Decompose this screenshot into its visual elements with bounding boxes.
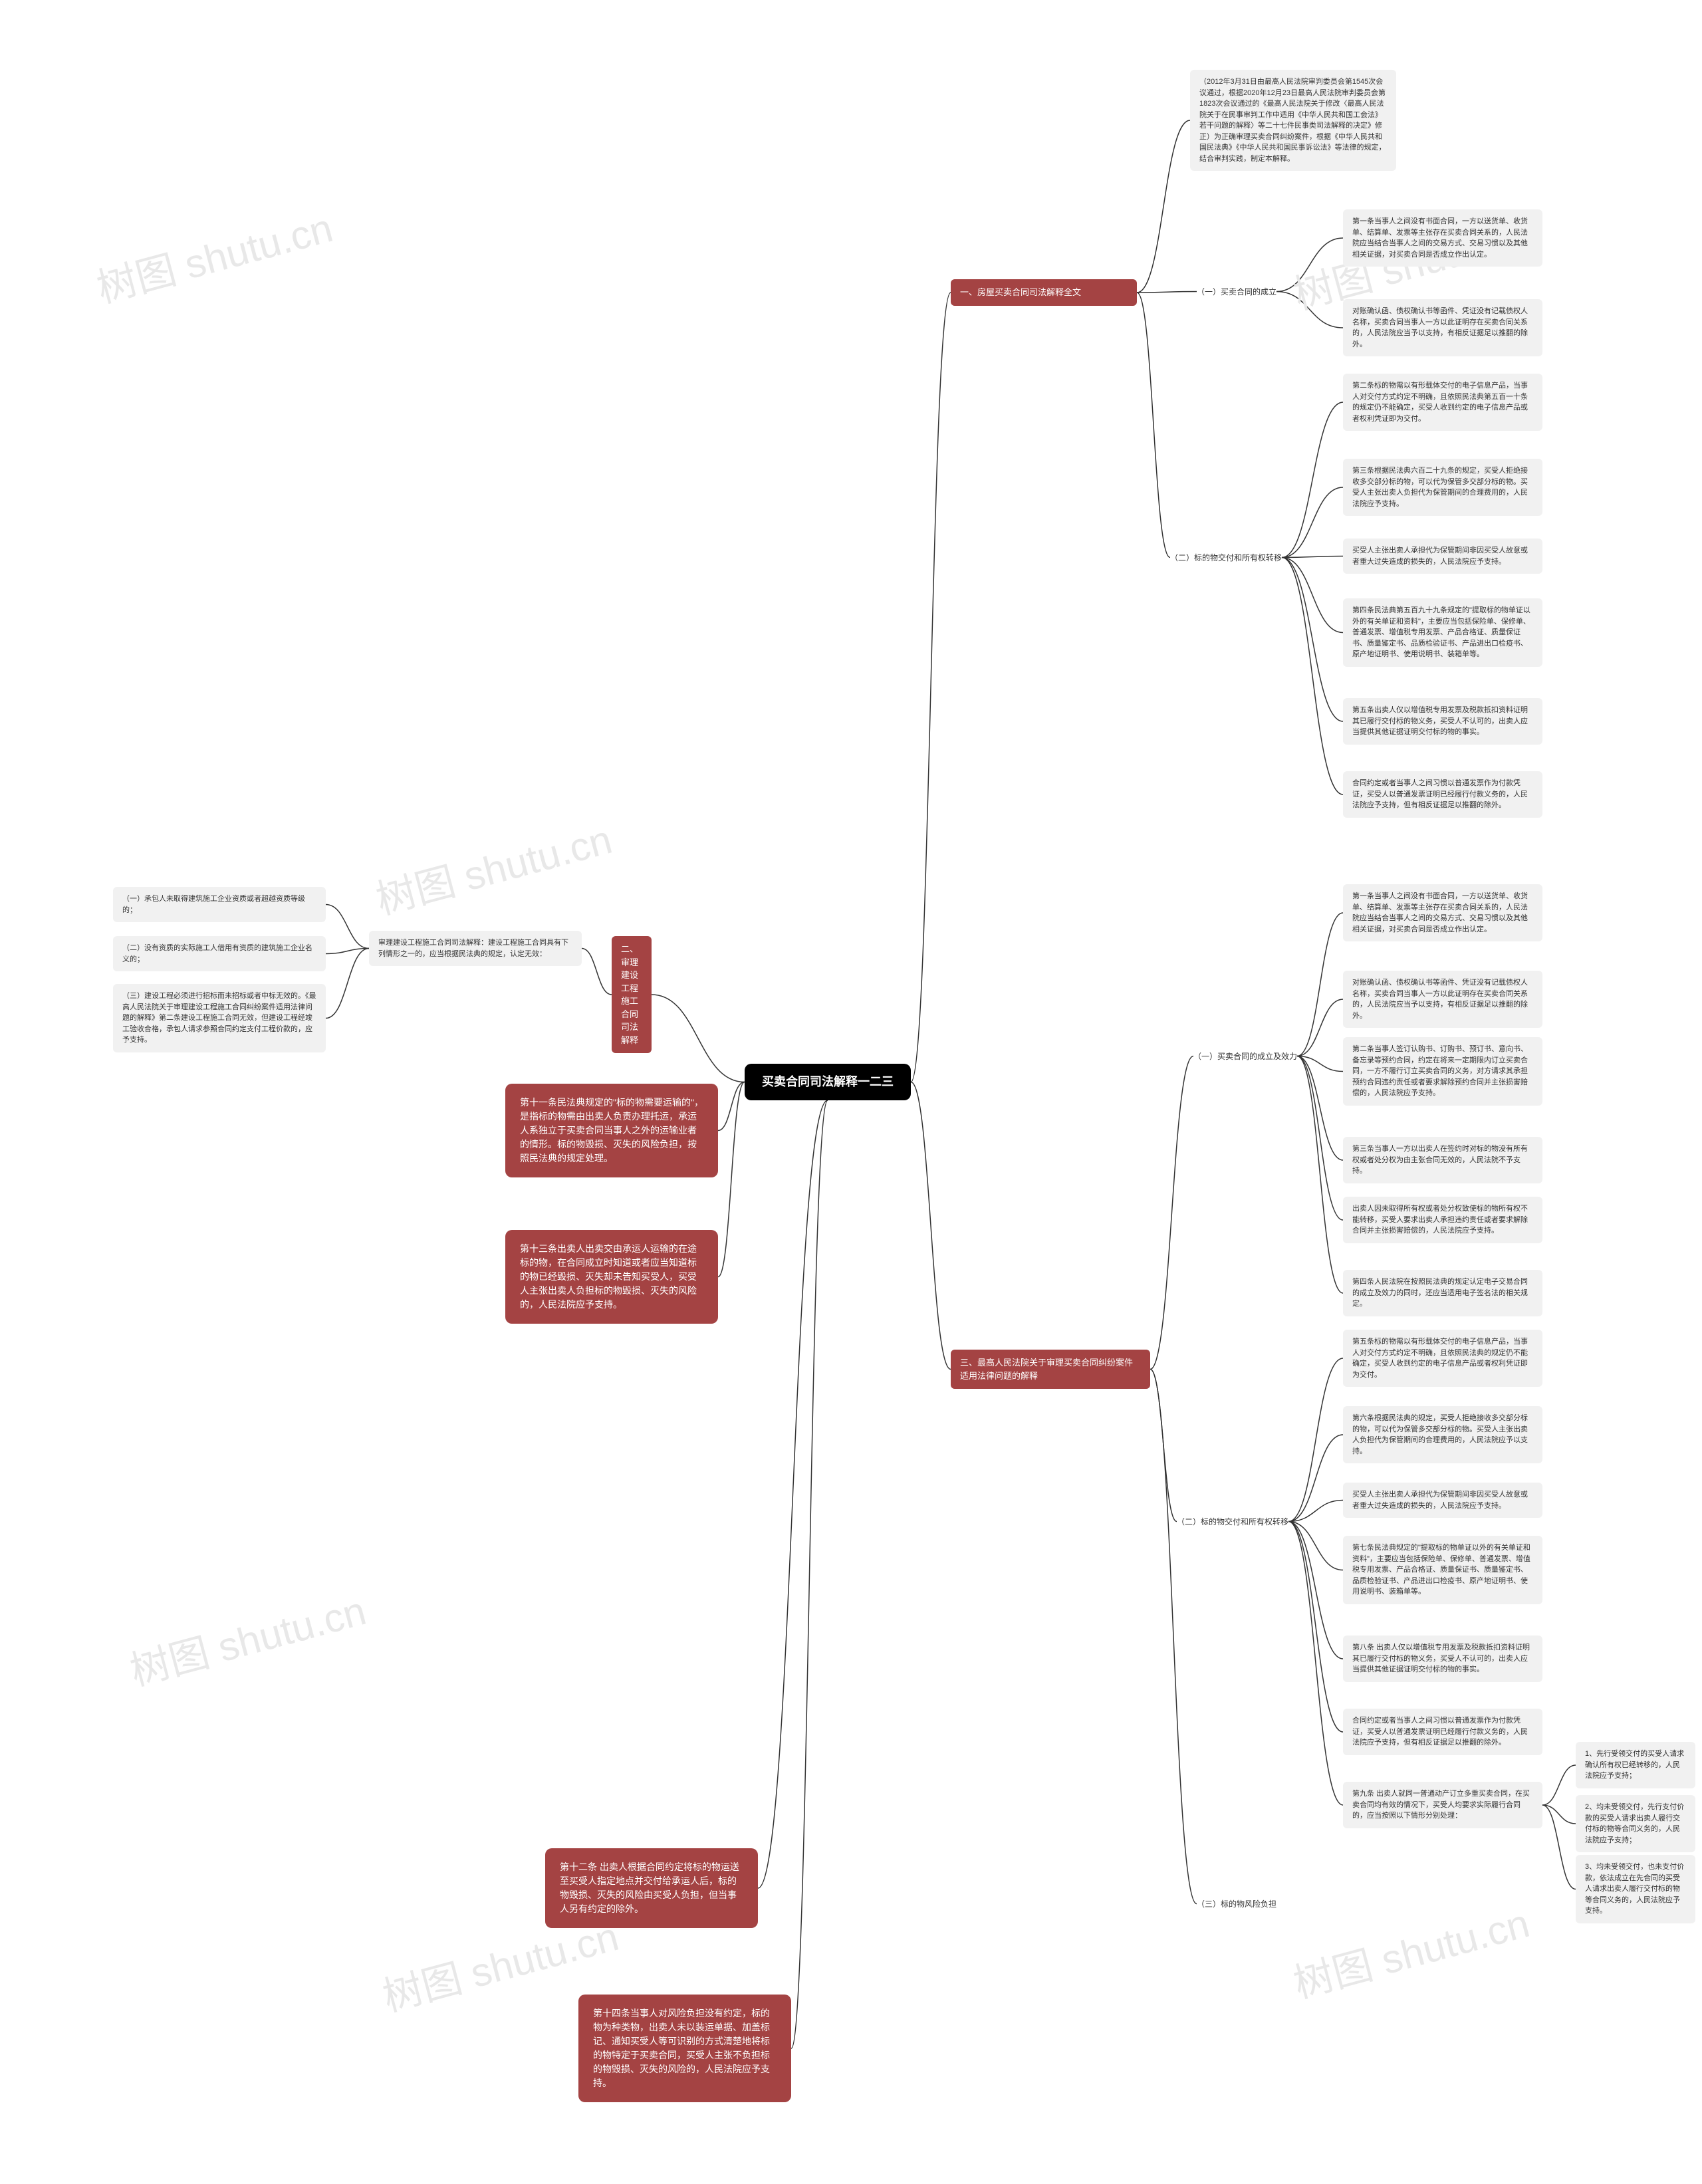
leaf-3a1[interactable]: 第一条当事人之间没有书面合同，一方以送货单、收货单、结算单、发票等主张存在买卖合… [1343,884,1542,941]
leaf-preamble[interactable]: （2012年3月31日由最高人民法院审判委员会第1545次会议通过，根据2020… [1190,70,1396,171]
leaf-3a6[interactable]: 第四条人民法院在按照民法典的规定认定电子交易合同的成立及效力的同时，还应当适用电… [1343,1270,1542,1316]
leaf-art12[interactable]: 第十二条 出卖人根据合同约定将标的物运送至买受人指定地点并交付给承运人后，标的物… [545,1848,758,1928]
leaf-1b3[interactable]: 买受人主张出卖人承担代为保管期间非因买受人故意或者重大过失造成的损失的，人民法院… [1343,539,1542,574]
leaf-3b2[interactable]: 第六条根据民法典的规定，买受人拒绝接收多交部分标的物，可以代为保管多交部分标的物… [1343,1406,1542,1463]
leaf-2a3[interactable]: （三）建设工程必须进行招标而未招标或者中标无效的。《最高人民法院关于审理建设工程… [113,984,326,1052]
branch-two[interactable]: 二、 审理建设工程施工合同司法解释 [612,936,652,1053]
watermark: 树图 shutu.cn [369,807,618,925]
leaf-3a4[interactable]: 第三条当事人一方以出卖人在签约时对标的物没有所有权或者处分权为由主张合同无效的，… [1343,1137,1542,1183]
leaf-3b5[interactable]: 第八条 出卖人仅以增值税专用发票及税款抵扣资料证明其已履行交付标的物义务，买受人… [1343,1636,1542,1682]
leaf-1b1[interactable]: 第二条标的物需以有形载体交付的电子信息产品，当事人对交付方式约定不明确，且依照民… [1343,374,1542,431]
leaf-3b7a[interactable]: 1、先行受领交付的买受人请求确认所有权已经转移的，人民法院应予支持； [1576,1742,1695,1788]
sublabel-3b: （二）标的物交付和所有权转移 [1177,1516,1288,1527]
leaf-1a2[interactable]: 对账确认函、债权确认书等函件、凭证没有记载债权人名称，买卖合同当事人一方以此证明… [1343,299,1542,356]
leaf-2a2[interactable]: （二）没有资质的实际施工人借用有资质的建筑施工企业名义的； [113,936,326,971]
leaf-3b7b[interactable]: 2、均未受领交付，先行支付价款的买受人请求出卖人履行交付标的物等合同义务的，人民… [1576,1795,1695,1852]
leaf-3a5[interactable]: 出卖人因未取得所有权或者处分权致使标的物所有权不能转移，买受人要求出卖人承担违约… [1343,1197,1542,1243]
leaf-3b6[interactable]: 合同约定或者当事人之间习惯以普通发票作为付款凭证，买受人以普通发票证明已经履行付… [1343,1709,1542,1755]
leaf-3b1[interactable]: 第五条标的物需以有形载体交付的电子信息产品，当事人对交付方式约定不明确，且依照民… [1343,1330,1542,1387]
leaf-3a2[interactable]: 对账确认函、债权确认书等函件、凭证没有记载债权人名称，买卖合同当事人一方以此证明… [1343,971,1542,1028]
leaf-art14[interactable]: 第十四条当事人对风险负担没有约定，标的物为种类物，出卖人未以装运单据、加盖标记、… [578,1995,791,2102]
sublabel-1a: （一）买卖合同的成立 [1197,286,1276,297]
root-node[interactable]: 买卖合同司法解释一二三 [745,1064,911,1100]
sublabel-1b: （二）标的物交付和所有权转移 [1170,552,1282,563]
leaf-1a1[interactable]: 第一条当事人之间没有书面合同，一方以送货单、收货单、结算单、发票等主张存在买卖合… [1343,209,1542,267]
sublabel-3a: （一）买卖合同的成立及效力 [1193,1050,1297,1062]
branch-one[interactable]: 一、房屋买卖合同司法解释全文 [951,279,1137,306]
leaf-3a3[interactable]: 第二条当事人签订认购书、订购书、预订书、意向书、备忘录等预约合同，约定在将来一定… [1343,1037,1542,1106]
leaf-2a1[interactable]: （一）承包人未取得建筑施工企业资质或者超越资质等级的； [113,887,326,922]
leaf-3b3[interactable]: 买受人主张出卖人承担代为保管期间非因买受人故意或者重大过失造成的损失的，人民法院… [1343,1483,1542,1518]
leaf-1b6[interactable]: 合同约定或者当事人之间习惯以普通发票作为付款凭证，买受人以普通发票证明已经履行付… [1343,771,1542,818]
leaf-3b7[interactable]: 第九条 出卖人就同一普通动产订立多重买卖合同，在买卖合同均有效的情况下，买受人均… [1343,1782,1542,1828]
leaf-art11[interactable]: 第十一条民法典规定的"标的物需要运输的"，是指标的物需由出卖人负责办理托运，承运… [505,1084,718,1177]
leaf-3b7c[interactable]: 3、均未受领交付，也未支付价款，依法成立在先合同的买受人请求出卖人履行交付标的物… [1576,1855,1695,1923]
leaf-3b4[interactable]: 第七条民法典规定的"提取标的物单证以外的有关单证和资料"，主要应当包括保险单、保… [1343,1536,1542,1604]
leaf-art13[interactable]: 第十三条出卖人出卖交由承运人运输的在途标的物，在合同成立时知道或者应当知道标的物… [505,1230,718,1324]
watermark: 树图 shutu.cn [1286,1891,1535,2009]
leaf-2a[interactable]: 审理建设工程施工合同司法解释：建设工程施工合同具有下列情形之一的，应当根据民法典… [369,931,582,966]
watermark: 树图 shutu.cn [90,195,338,314]
sublabel-3c: （三）标的物风险负担 [1197,1898,1276,1909]
leaf-1b4[interactable]: 第四条民法典第五百九十九条规定的"提取标的物单证以外的有关单证和资料"，主要应当… [1343,598,1542,667]
leaf-1b5[interactable]: 第五条出卖人仅以增值税专用发票及税款抵扣资料证明其已履行交付标的物义务，买受人不… [1343,698,1542,745]
branch-three[interactable]: 三、最高人民法院关于审理买卖合同纠纷案件适用法律问题的解释 [951,1350,1150,1389]
watermark: 树图 shutu.cn [123,1578,372,1697]
leaf-1b2[interactable]: 第三条根据民法典六百二十九条的规定，买受人拒绝接收多交部分标的物，可以代为保管多… [1343,459,1542,516]
